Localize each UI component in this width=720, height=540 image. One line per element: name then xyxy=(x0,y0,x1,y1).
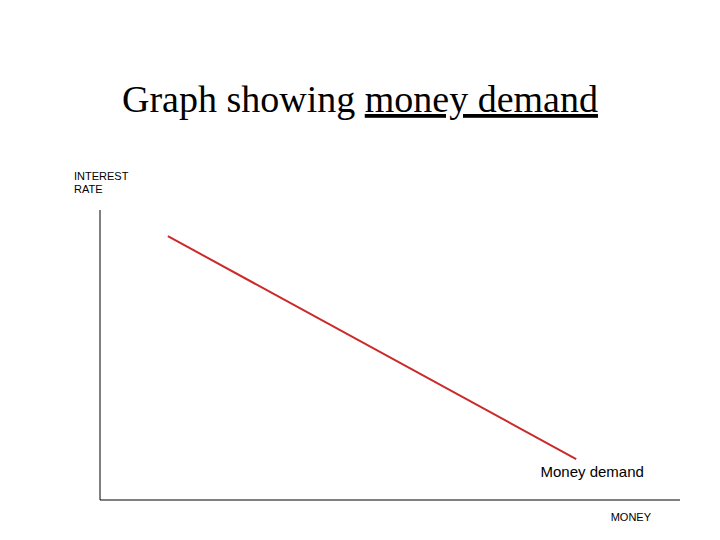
series-label: Money demand xyxy=(540,463,643,480)
title-underlined: money demand xyxy=(365,78,598,120)
y-label-line: RATE xyxy=(74,183,103,195)
x-axis xyxy=(100,500,680,501)
title-part: Graph showing xyxy=(122,78,365,120)
y-label-line: INTEREST xyxy=(74,170,129,182)
chart-root: Graph showing money demand INTERESTRATE MO… xyxy=(0,0,720,540)
plot-data xyxy=(168,236,576,459)
y-axis xyxy=(100,210,101,500)
chart-svg: Graph showing money demand INTERESTRATE MO… xyxy=(0,0,720,540)
chart-title: Graph showing money demand xyxy=(122,78,598,120)
series-line xyxy=(168,236,576,459)
y-axis-label: INTERESTRATE xyxy=(74,170,129,195)
x-axis-label: MONEY xyxy=(611,511,652,523)
axes xyxy=(100,210,680,500)
